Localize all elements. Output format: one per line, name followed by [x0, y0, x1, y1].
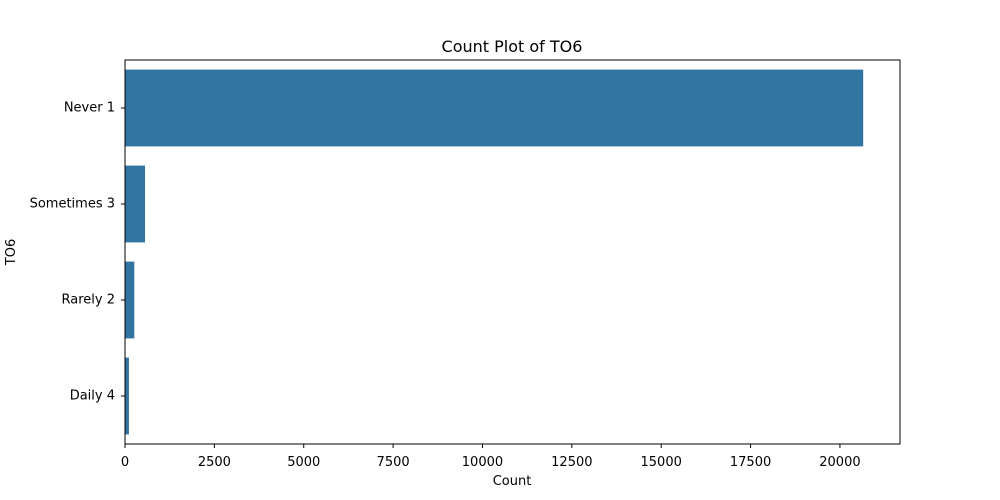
y-tick-label: Never 1 [64, 101, 115, 116]
x-tick-label: 10000 [462, 455, 503, 470]
x-tick-label: 15000 [641, 455, 682, 470]
bar [125, 357, 129, 435]
x-axis-ticks: 0 2500 5000 7500 10000 12500 15000 17500 20000 [121, 444, 861, 470]
y-axis-ticks: Never 1 Sometimes 3 Rarely 2 Daily 4 [30, 101, 125, 404]
y-tick-label: Sometimes 3 [30, 197, 115, 212]
x-axis-label: Count [493, 474, 532, 489]
x-tick-label: 12500 [551, 455, 592, 470]
x-tick-label: 7500 [377, 455, 410, 470]
y-axis-label: TO6 [4, 239, 19, 266]
bar [125, 165, 146, 243]
plot-area-frame [124, 59, 901, 445]
x-tick-label: 0 [121, 455, 129, 470]
bar [125, 261, 135, 339]
x-tick-label: 5000 [287, 455, 320, 470]
chart-title: Count Plot of TO6 [442, 37, 583, 56]
x-tick-label: 20000 [819, 455, 860, 470]
y-tick-label: Daily 4 [70, 389, 115, 404]
bars-group [125, 69, 864, 435]
bar [125, 69, 864, 147]
x-tick-label: 2500 [198, 455, 231, 470]
x-tick-label: 17500 [730, 455, 771, 470]
y-tick-label: Rarely 2 [62, 293, 115, 308]
